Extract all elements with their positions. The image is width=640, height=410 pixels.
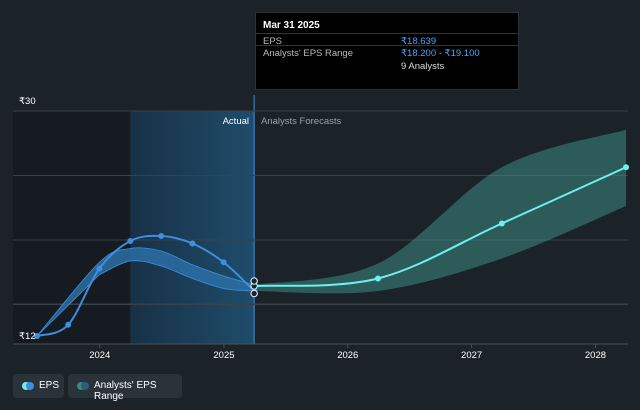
x-tick-label: 2027 [461, 350, 482, 361]
x-tick-label: 2026 [337, 350, 358, 361]
tooltip-row-eps: EPS ₹18.639 [256, 33, 518, 49]
past-region [13, 111, 131, 344]
x-tick-label: 2024 [89, 350, 110, 361]
legend-eps[interactable]: EPS [13, 374, 64, 398]
eps-forecast-point [498, 220, 505, 227]
tooltip: Mar 31 2025 EPS ₹18.639 Analysts' EPS Ra… [255, 12, 519, 90]
actual-label: Actual [223, 116, 249, 127]
legend-range-dot2-icon [81, 382, 89, 390]
forecasts-label: Analysts Forecasts [261, 116, 341, 127]
legend-eps-label: EPS [39, 380, 60, 391]
eps-forecast-point [623, 164, 629, 171]
legend-range[interactable]: Analysts' EPS Range [68, 374, 182, 402]
tooltip-eps-value: ₹18.639 [401, 36, 437, 47]
y-tick-label: ₹12 [19, 331, 36, 342]
eps-actual-point [65, 321, 72, 328]
eps-actual-point [96, 265, 103, 272]
eps-actual-line [36, 234, 255, 337]
tooltip-date: Mar 31 2025 [263, 20, 320, 31]
y-tick-label: ₹30 [19, 96, 36, 107]
tooltip-range-value: ₹18.200 - ₹19.100 [401, 48, 480, 59]
legend-eps-dot2-icon [26, 382, 34, 390]
eps-actual-point [34, 333, 40, 339]
forecast-range-band [254, 129, 626, 294]
x-tick-label: 2025 [213, 350, 234, 361]
tooltip-eps-label: EPS [263, 36, 283, 47]
actual-highlight-region [130, 111, 255, 344]
legend-range-label: Analysts' EPS Range [94, 380, 157, 402]
today-marker [250, 277, 258, 285]
eps-actual-point [189, 240, 196, 247]
eps-forecast-line [254, 166, 627, 287]
eps-actual-point [127, 238, 134, 244]
tooltip-row-range: Analysts' EPS Range ₹18.200 - ₹19.100 [256, 45, 518, 61]
eps-forecast-point [374, 275, 381, 282]
tooltip-analysts: 9 Analysts [401, 61, 445, 72]
tooltip-range-label: Analysts' EPS Range [263, 48, 353, 59]
historical-range-band [36, 247, 255, 337]
today-marker [250, 289, 258, 298]
eps-actual-point [220, 259, 227, 266]
x-tick-label: 2028 [585, 350, 606, 361]
eps-actual-point [158, 233, 165, 239]
